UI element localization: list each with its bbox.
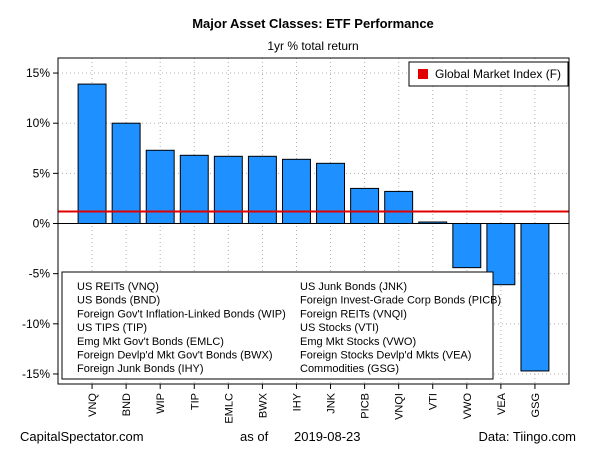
- bar-bnd: [111, 122, 141, 225]
- key-entry-right: Foreign REITs (VNQI): [300, 308, 407, 320]
- footer-data-source: Data: Tiingo.com: [478, 429, 576, 444]
- x-tick-label: VNQ: [87, 393, 99, 417]
- y-tick-label: 15%: [26, 66, 50, 80]
- footer-site: CapitalSpectator.com: [20, 429, 144, 444]
- bar-wip: [145, 149, 175, 225]
- key-entry-left: Foreign Devlp'd Mkt Gov't Bonds (BWX): [77, 350, 273, 362]
- x-tick-label: TIP: [189, 393, 201, 410]
- bar-vnqi: [384, 190, 414, 225]
- key-entry-right: Commodities (GSG): [300, 363, 399, 375]
- y-tick-label: 0%: [33, 217, 51, 231]
- key-entry-right: US Stocks (VTI): [300, 322, 379, 334]
- x-tick-label: BND: [121, 393, 133, 416]
- y-tick-label: -5%: [29, 267, 51, 281]
- x-tick-label: GSG: [530, 393, 542, 417]
- bar-jnk: [316, 162, 346, 225]
- x-tick-label: PICB: [360, 393, 372, 419]
- bar-tip: [179, 154, 209, 225]
- bar-vti: [418, 221, 448, 225]
- legend: Global Market Index (F): [408, 61, 569, 87]
- x-tick-label: IHY: [291, 392, 303, 411]
- y-tick-label: -10%: [22, 317, 50, 331]
- bar-bwx: [247, 155, 277, 225]
- ticker-key: US REITs (VNQ) US Bonds (BND)Foreign Gov'…: [61, 271, 501, 380]
- x-tick-label: VEA: [496, 392, 508, 415]
- key-entry-left: US REITs (VNQ): [77, 281, 159, 293]
- plot-frame: [57, 57, 570, 385]
- legend-swatch: [418, 69, 428, 79]
- y-axis: -15% -10% -5% 0% 5% 10% 15%: [22, 66, 58, 381]
- y-tick-label: 5%: [33, 166, 51, 180]
- x-axis: VNQ BND WIP TIP EMLC BWX IHY JNK PICB VNQI VTI VWO V…: [87, 384, 542, 424]
- key-box: [61, 271, 494, 380]
- x-tick-label: VTI: [428, 393, 440, 410]
- key-entry-left: Foreign Junk Bonds (IHY): [77, 363, 204, 375]
- key-entry-right: Foreign Invest-Grade Corp Bonds (PICB): [300, 295, 501, 307]
- key-entry-right: Foreign Stocks Devlp'd Mkts (VEA): [300, 350, 471, 362]
- chart-subtitle: 1yr % total return: [267, 39, 358, 53]
- key-entry-right: US Junk Bonds (JNK): [300, 281, 407, 293]
- bar-vwo: [452, 223, 482, 269]
- chart-title: Major Asset Classes: ETF Performance: [192, 16, 434, 31]
- key-entry-left: US Bonds (BND): [77, 295, 160, 307]
- x-tick-label: WIP: [155, 393, 167, 414]
- y-tick-label: 10%: [26, 116, 50, 130]
- x-tick-label: VWO: [462, 393, 474, 420]
- y-tick-label: -15%: [22, 367, 50, 381]
- x-tick-label: EMLC: [223, 393, 235, 424]
- bar-vnq: [77, 83, 107, 225]
- key-entry-left: Foreign Gov't Inflation-Linked Bonds (WI…: [77, 308, 286, 320]
- legend-box: [408, 61, 569, 87]
- footer-as-of: as of: [240, 429, 269, 444]
- bar-picb: [350, 187, 380, 225]
- bar-gsg: [520, 223, 550, 372]
- x-tick-label: BWX: [257, 392, 269, 418]
- x-tick-label: VNQI: [394, 393, 406, 420]
- bar-emlc: [213, 155, 243, 225]
- footer-date: 2019-08-23: [294, 429, 361, 444]
- key-entry-right: Emg Mkt Stocks (VWO): [300, 336, 416, 348]
- bar-ihy: [281, 158, 311, 225]
- legend-label: Global Market Index (F): [435, 67, 561, 81]
- key-entry-left: US TIPS (TIP): [77, 322, 147, 334]
- key-entry-left: Emg Mkt Gov't Bonds (EMLC): [77, 336, 224, 348]
- x-tick-label: JNK: [326, 392, 338, 413]
